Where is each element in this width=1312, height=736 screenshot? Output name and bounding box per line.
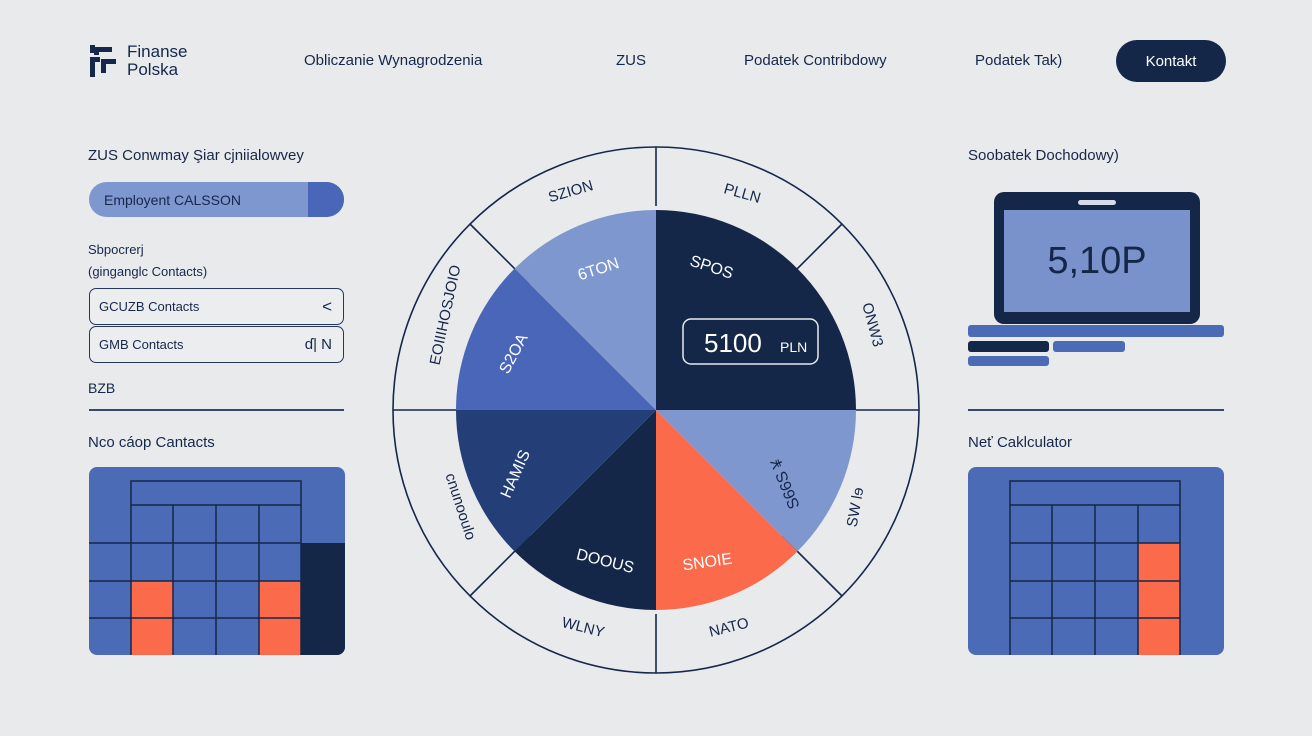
center-unit: PLN [780, 339, 807, 355]
ring-label-plln: PLLN [722, 180, 763, 207]
laptop-base-bar [968, 325, 1224, 337]
wheel-sector-left-upper[interactable] [456, 268, 656, 410]
nav-item-contribution-tax[interactable]: Podatek Contribdowy [744, 52, 887, 69]
ring-label-wlny: WLNY [560, 614, 606, 641]
wheel-sector-left-lower[interactable] [456, 410, 656, 552]
brand-logo[interactable]: Finanse Polska [88, 43, 187, 79]
sector-label-snoie: SNOIE [682, 551, 734, 575]
progress-bar-small [968, 356, 1049, 366]
contacts-field-1[interactable]: GCUZB Contacts < [89, 288, 344, 325]
employment-selector-handle [308, 182, 344, 217]
sub-label-1: Sbpocrerj [88, 242, 144, 257]
chevron-left-icon[interactable]: < [322, 296, 332, 316]
wheel-sector-bottom-left[interactable] [514, 410, 656, 610]
nav-item-zus[interactable]: ZUS [616, 52, 646, 69]
left-heading: ZUS Conwmay Şiar cjniialowvey [88, 147, 304, 164]
employment-selector[interactable]: Employent CALSSON [89, 182, 344, 217]
wheel-sector-top-left[interactable] [514, 210, 656, 410]
center-value-box[interactable] [682, 318, 819, 365]
progress-bar-dark [968, 341, 1049, 352]
ring-label-nato: NATO [707, 615, 750, 641]
contacts-field-2[interactable]: GMB Contacts ɗ| N [89, 326, 344, 363]
right-heading: Soobatek Dochodowy) [968, 147, 1119, 164]
left-calendar-grid[interactable] [89, 467, 345, 655]
contact-button[interactable]: Kontakt [1116, 40, 1226, 82]
section-label: BZB [88, 380, 116, 396]
right-calculator-grid[interactable] [968, 467, 1224, 655]
ring-label-onw3: ONW3 [858, 301, 886, 349]
ring-label-upper-left: EOIIIHOSJOIO [427, 264, 465, 367]
brand-line-1: Finanse [127, 42, 188, 61]
laptop-display[interactable]: 5,10P [994, 192, 1200, 324]
nav-item-salary[interactable]: Obliczanie Wynagrodzenia [304, 52, 483, 69]
ring-label-szion: SZION [546, 177, 595, 206]
wheel-sector-right-lower[interactable] [656, 410, 856, 552]
ring-label-swle: SW lɘ [844, 486, 868, 528]
laptop-value: 5,10P [1004, 210, 1190, 312]
right-divider [968, 409, 1224, 411]
employment-label: Employent CALSSON [104, 192, 241, 208]
nav-item-tax[interactable]: Podatek Tak) [975, 52, 1063, 69]
left-grid-title: Nco cáop Cantacts [88, 434, 215, 451]
left-divider [89, 409, 344, 411]
contacts-field-2-label: GMB Contacts [99, 337, 184, 352]
laptop-camera-notch [1078, 200, 1116, 205]
sub-label-2: (ginganglc Contacts) [88, 264, 208, 279]
progress-bar-blue [1053, 341, 1125, 352]
brand-line-2: Polska [127, 60, 179, 79]
field-action-icon[interactable]: ɗ| N [304, 336, 332, 353]
contacts-field-1-label: GCUZB Contacts [99, 299, 200, 314]
center-value: 5100 [704, 328, 762, 358]
logo-icon [90, 45, 116, 77]
wheel-sector-bottom-right[interactable] [656, 410, 798, 610]
right-grid-title: Neť Caklculator [968, 434, 1072, 451]
